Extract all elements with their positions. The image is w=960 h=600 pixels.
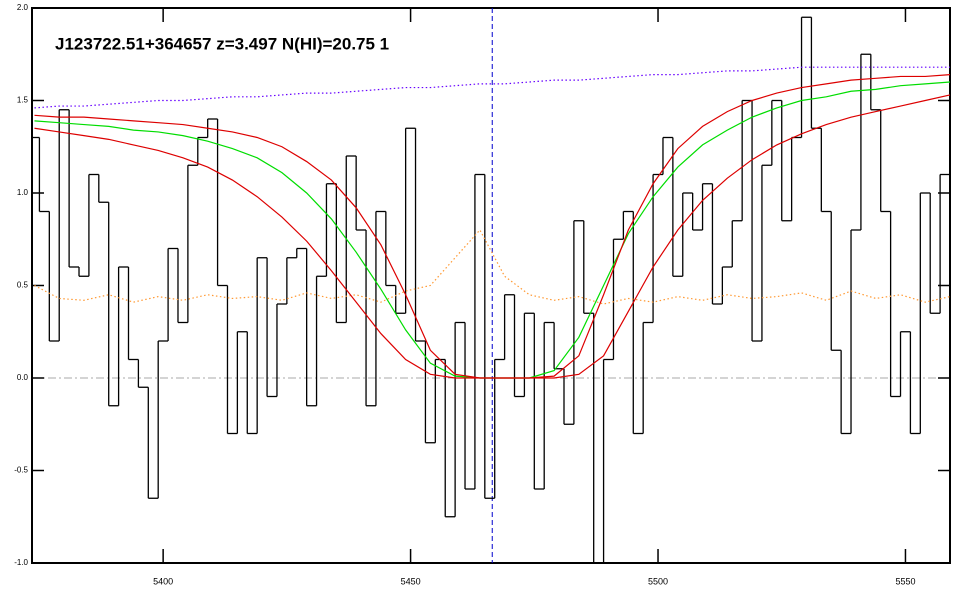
chart-title: J123722.51+364657 z=3.497 N(HI)=20.75 1 (55, 34, 389, 53)
y-tick-label: -0.5 (14, 466, 28, 475)
x-tick-label: 5500 (648, 576, 668, 586)
step-riser (38, 17, 941, 563)
y-tick-label: 1.0 (17, 188, 29, 197)
y-tick-label: 1.5 (17, 96, 29, 105)
x-tick-label: 5400 (153, 576, 173, 586)
y-tick-label: 0.0 (17, 373, 29, 382)
x-tick-label: 5550 (895, 576, 915, 586)
y-tick-label: 0.5 (17, 281, 29, 290)
y-tick-label: -1.0 (14, 558, 28, 567)
dotted-curve (34, 66, 950, 109)
x-tick-label: 5450 (401, 576, 421, 586)
model-curve (34, 94, 951, 379)
y-tick-label: 2.0 (17, 3, 29, 12)
